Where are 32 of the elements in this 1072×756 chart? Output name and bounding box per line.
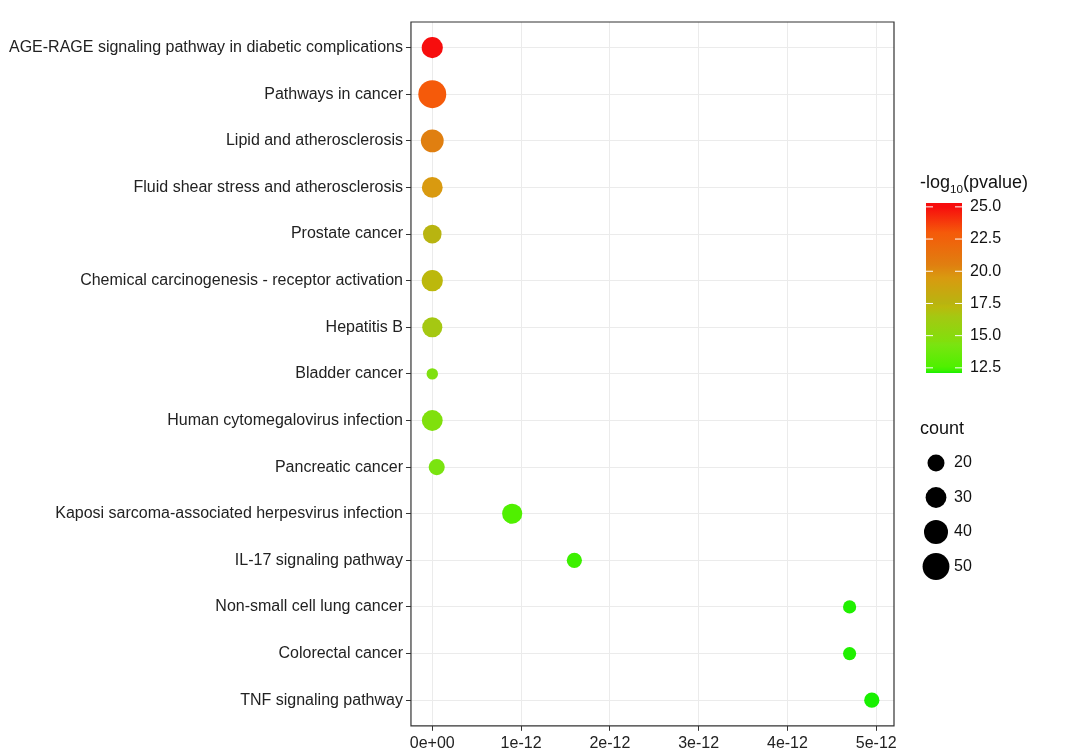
- y-tick-label: Prostate cancer: [290, 224, 404, 242]
- y-tick-label: Pathways in cancer: [264, 84, 404, 102]
- y-tick-label: AGE-RAGE signaling pathway in diabetic complications: [9, 38, 403, 56]
- x-tick-label: 1e-12: [500, 733, 542, 751]
- y-tick-label: Bladder cancer: [295, 364, 404, 382]
- color-bar-label: 25.0: [970, 197, 1002, 215]
- x-tick-label: 2e-12: [589, 733, 631, 751]
- color-bar-label: 15.0: [970, 326, 1002, 344]
- y-tick-label: Lipid and atherosclerosis: [225, 131, 403, 149]
- color-bar-label: 22.5: [970, 229, 1002, 247]
- y-tick-label: Pancreatic cancer: [274, 457, 404, 475]
- y-tick-label: Non-small cell lung cancer: [215, 597, 404, 615]
- x-tick-label: 3e-12: [678, 733, 720, 751]
- y-tick-label: Hepatitis B: [325, 317, 403, 335]
- legend-label: 50: [954, 556, 972, 574]
- y-tick-label: Fluid shear stress and atherosclerosis: [133, 177, 403, 195]
- legend-label: 40: [954, 522, 972, 540]
- color-bar-label: 17.5: [970, 293, 1002, 311]
- y-tick-label: Colorectal cancer: [278, 643, 404, 661]
- y-tick-label: Chemical carcinogenesis - receptor activation: [80, 271, 403, 289]
- legend-title: count: [920, 418, 965, 438]
- y-tick-label: IL-17 signaling pathway: [234, 550, 403, 568]
- y-tick-label: TNF signaling pathway: [240, 690, 403, 708]
- y-tick-label: Kaposi sarcoma-associated herpesvirus infection: [55, 504, 403, 522]
- x-tick-label: 4e-12: [766, 733, 809, 751]
- y-tick-label: Human cytomegalovirus infection: [167, 410, 403, 428]
- color-bar-label: 12.5: [970, 358, 1002, 376]
- color-bar-label: 20.0: [970, 261, 1002, 279]
- x-tick-label: 5e-12: [855, 733, 897, 751]
- legend-label: 20: [954, 453, 972, 471]
- legend-label: 30: [954, 487, 972, 505]
- x-tick-label: 0e+00: [409, 733, 455, 751]
